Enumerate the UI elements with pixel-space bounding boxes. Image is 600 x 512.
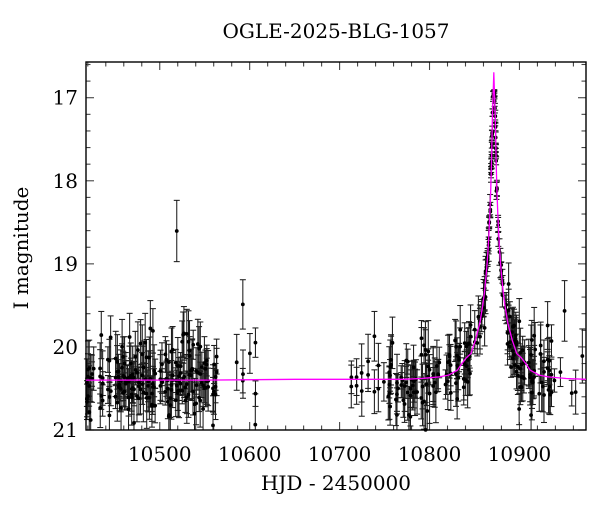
tick-labels: 10500 10600 10700 10800 10900 17 18 19 20 21 [53, 86, 552, 466]
chart-title: OGLE-2025-BLG-1057 [222, 19, 450, 43]
y-tick-label: 17 [53, 86, 78, 110]
x-axis-title: HJD - 2450000 [260, 471, 412, 495]
x-tick-label: 10500 [128, 442, 192, 466]
x-tick-label: 10900 [488, 442, 552, 466]
x-tick-label: 10700 [308, 442, 372, 466]
y-tick-label: 20 [53, 335, 78, 359]
x-tick-label: 10600 [218, 442, 282, 466]
axis-ticks [86, 62, 586, 431]
plot-frame [85, 61, 587, 431]
model-curve [86, 72, 587, 381]
y-tick-label: 21 [53, 418, 78, 442]
data-points [85, 90, 585, 432]
x-tick-label: 10800 [398, 442, 462, 466]
y-tick-label: 18 [53, 169, 78, 193]
y-tick-label: 19 [53, 252, 78, 276]
